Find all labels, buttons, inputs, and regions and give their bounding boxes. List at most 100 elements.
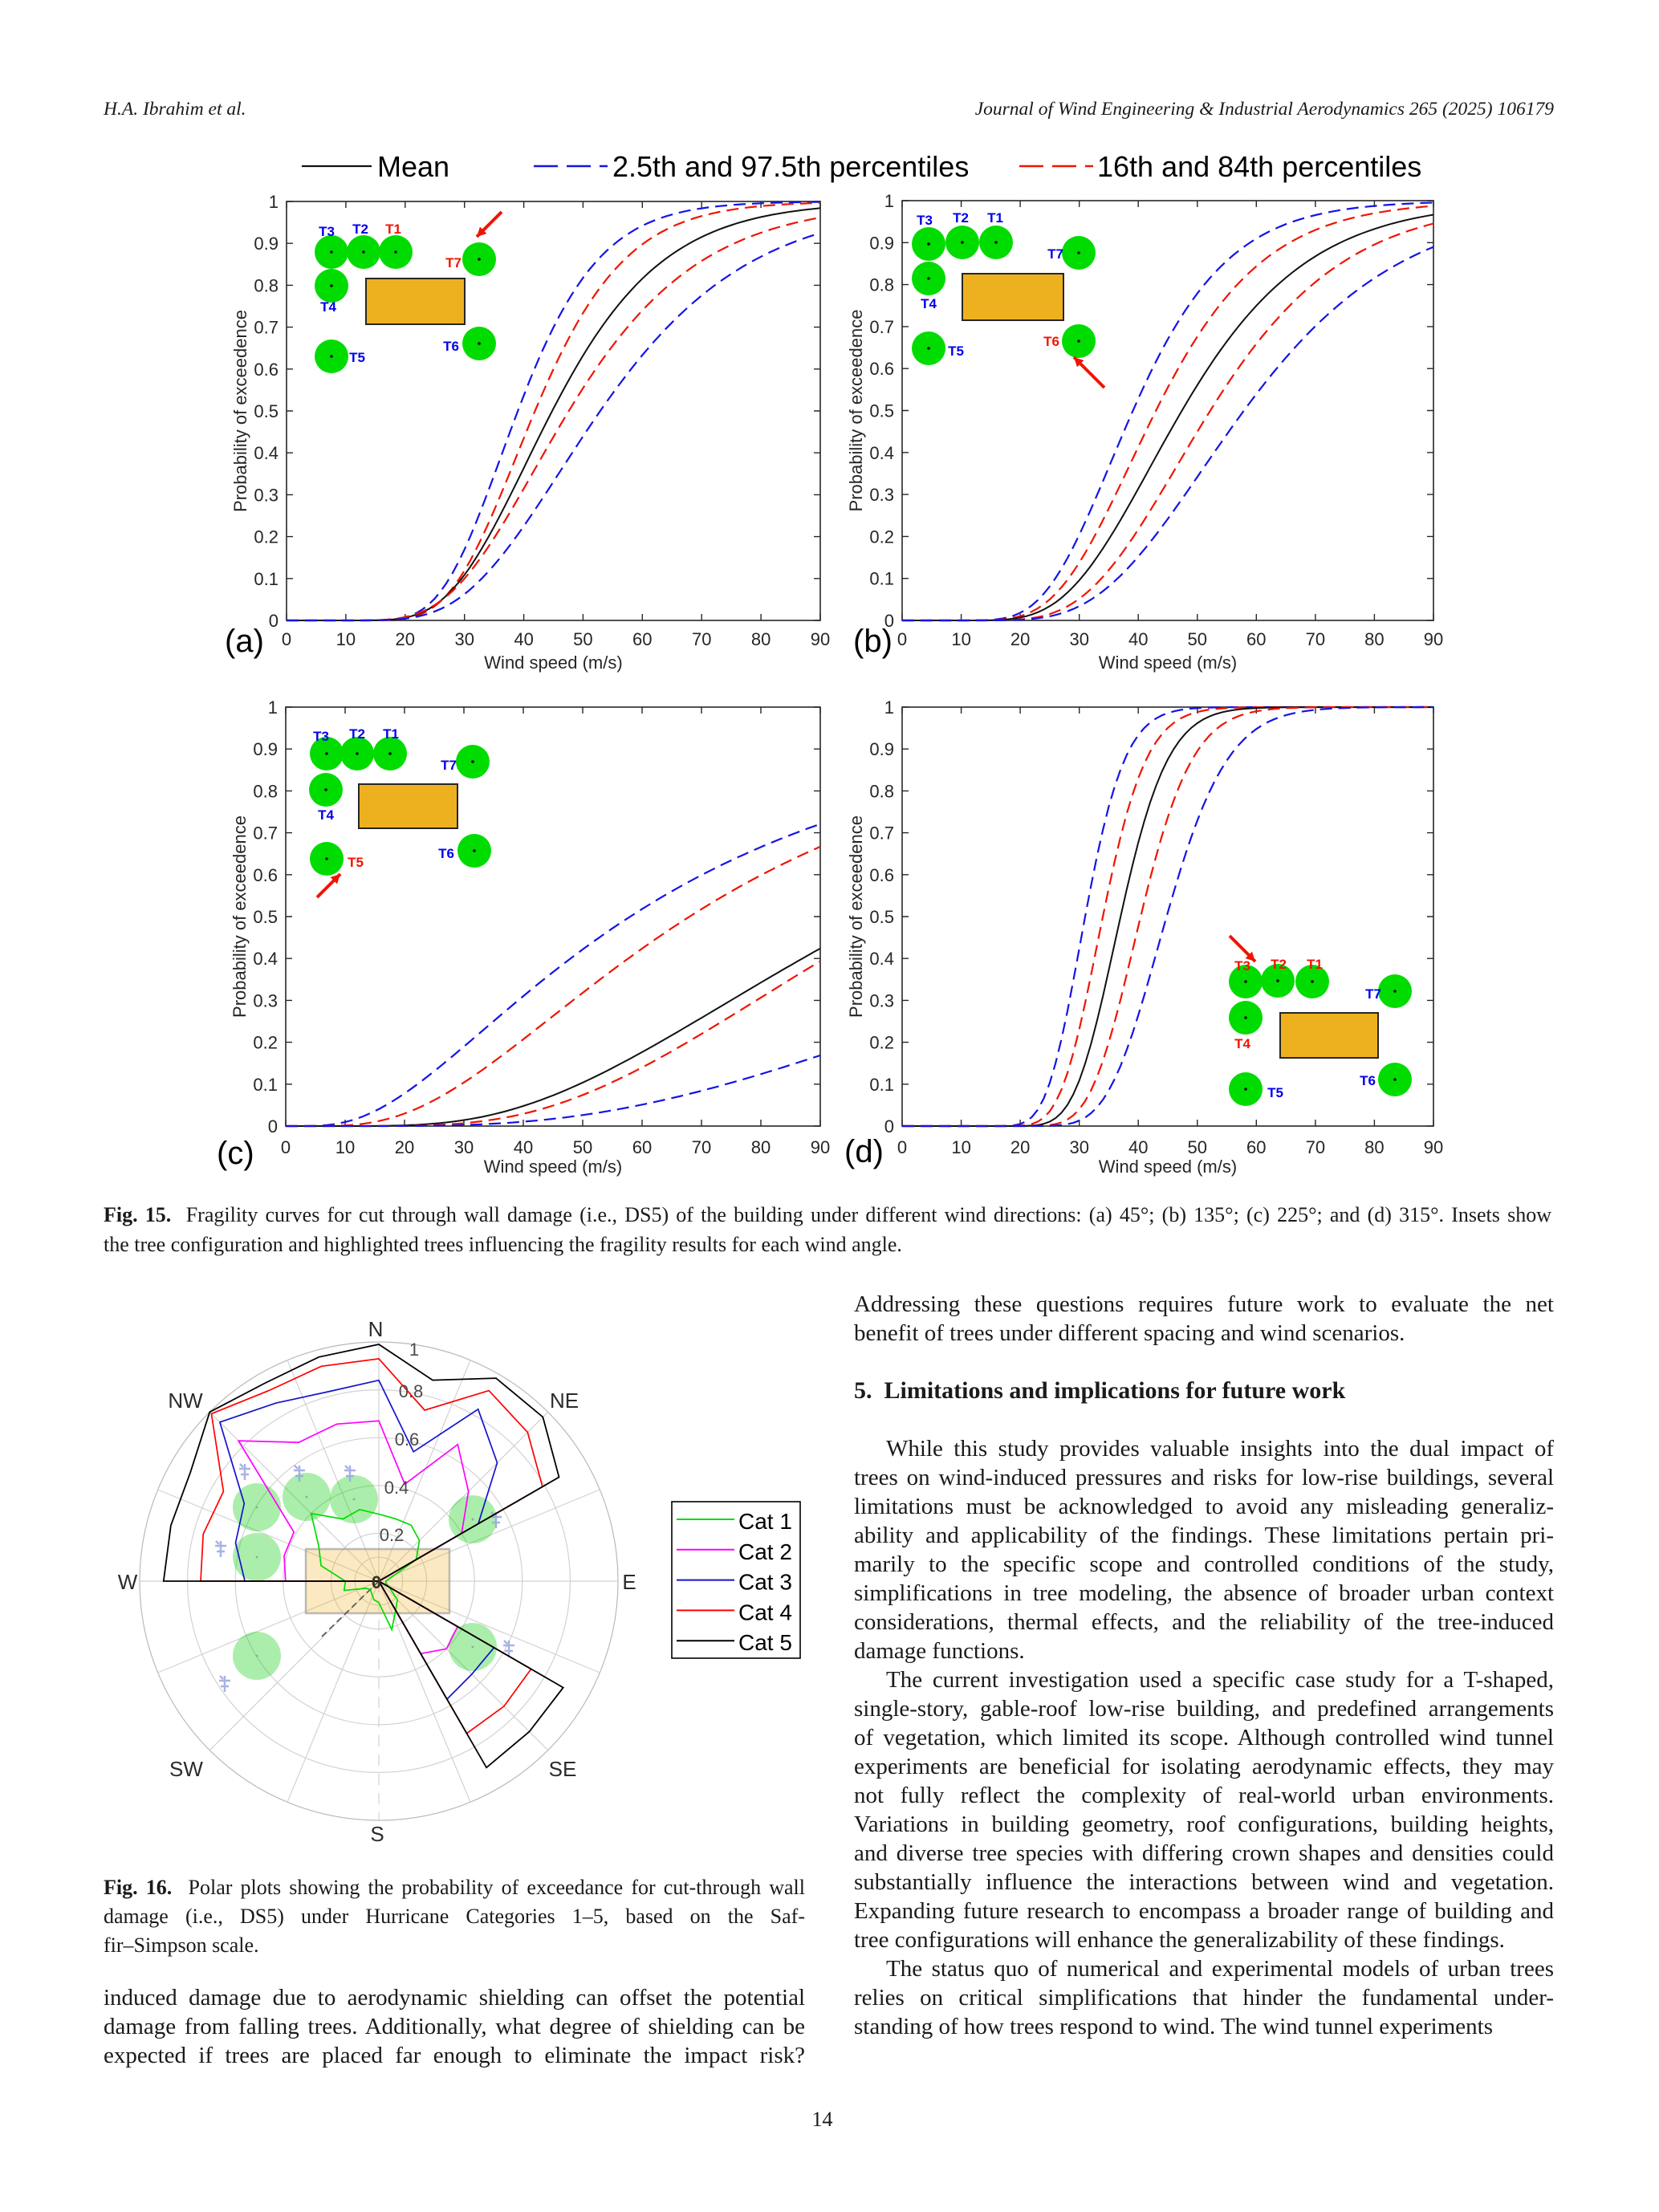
svg-text:Wind speed (m/s): Wind speed (m/s) (484, 1157, 622, 1177)
svg-text:0.8: 0.8 (869, 781, 894, 801)
svg-text:0.2: 0.2 (380, 1525, 405, 1545)
svg-text:0.1: 0.1 (869, 569, 894, 589)
svg-text:T7: T7 (1047, 246, 1063, 262)
svg-text:T4: T4 (1234, 1036, 1250, 1051)
svg-text:50: 50 (573, 1137, 592, 1157)
svg-text:0.7: 0.7 (253, 823, 278, 844)
svg-text:T3: T3 (917, 213, 933, 228)
svg-text:0: 0 (897, 629, 907, 649)
svg-text:Cat 2: Cat 2 (738, 1539, 792, 1564)
svg-text:N: N (368, 1317, 384, 1341)
svg-text:40: 40 (514, 1137, 533, 1157)
svg-text:T5: T5 (348, 855, 364, 870)
svg-text:0.6: 0.6 (253, 865, 278, 885)
svg-text:0.3: 0.3 (254, 485, 279, 505)
svg-text:60: 60 (632, 629, 652, 649)
svg-text:30: 30 (1069, 629, 1088, 649)
svg-text:Wind speed (m/s): Wind speed (m/s) (1099, 1157, 1237, 1177)
svg-text:W: W (118, 1570, 138, 1594)
svg-text:60: 60 (1246, 1137, 1266, 1157)
svg-text:20: 20 (395, 1137, 414, 1157)
svg-text:70: 70 (692, 629, 711, 649)
svg-text:1: 1 (884, 697, 894, 718)
svg-text:50: 50 (1188, 1137, 1207, 1157)
svg-text:30: 30 (454, 1137, 474, 1157)
svg-text:Mean: Mean (377, 150, 449, 183)
svg-text:SE: SE (549, 1757, 577, 1781)
svg-text:Wind speed (m/s): Wind speed (m/s) (484, 653, 622, 673)
svg-text:T2: T2 (1271, 957, 1287, 972)
svg-text:Cat 5: Cat 5 (738, 1630, 792, 1655)
svg-text:1: 1 (268, 697, 278, 718)
svg-text:80: 80 (751, 629, 771, 649)
svg-text:Cat 1: Cat 1 (738, 1509, 792, 1534)
svg-text:Probability of exceedence: Probability of exceedence (846, 310, 866, 512)
svg-text:T1: T1 (1307, 957, 1323, 972)
svg-text:0.8: 0.8 (399, 1381, 424, 1401)
svg-text:1: 1 (409, 1340, 419, 1360)
svg-text:0.7: 0.7 (869, 823, 894, 844)
svg-text:T3: T3 (313, 729, 329, 744)
svg-text:0.2: 0.2 (869, 1033, 894, 1053)
svg-text:90: 90 (811, 1137, 830, 1157)
svg-text:0.5: 0.5 (254, 401, 279, 421)
svg-text:10: 10 (951, 629, 970, 649)
svg-text:2.5th and 97.5th percentiles: 2.5th and 97.5th percentiles (612, 150, 969, 183)
svg-text:0: 0 (282, 629, 291, 649)
svg-text:0: 0 (268, 1116, 278, 1136)
svg-text:50: 50 (1188, 629, 1207, 649)
svg-text:T6: T6 (1360, 1073, 1376, 1088)
svg-text:0.6: 0.6 (869, 865, 894, 885)
svg-text:Cat 3: Cat 3 (738, 1570, 792, 1595)
svg-text:0.1: 0.1 (253, 1075, 278, 1095)
svg-text:T1: T1 (385, 222, 401, 237)
svg-text:T2: T2 (352, 222, 368, 237)
svg-text:80: 80 (1364, 629, 1384, 649)
svg-text:(a): (a) (225, 624, 264, 659)
svg-text:90: 90 (1424, 1137, 1443, 1157)
svg-text:0.9: 0.9 (869, 739, 894, 759)
svg-text:T6: T6 (1043, 334, 1059, 349)
svg-text:T7: T7 (441, 758, 457, 773)
svg-text:T7: T7 (445, 255, 462, 270)
svg-text:T6: T6 (443, 339, 459, 354)
svg-text:0.6: 0.6 (869, 359, 894, 379)
svg-text:T5: T5 (1267, 1085, 1283, 1100)
svg-text:80: 80 (751, 1137, 771, 1157)
svg-text:0: 0 (897, 1137, 907, 1157)
svg-text:Wind speed (m/s): Wind speed (m/s) (1099, 653, 1237, 673)
svg-text:T6: T6 (438, 846, 454, 861)
svg-text:0.4: 0.4 (869, 443, 894, 463)
svg-text:Probability of exceedence: Probability of exceedence (230, 310, 250, 512)
svg-text:0.1: 0.1 (869, 1075, 894, 1095)
svg-text:S: S (370, 1822, 384, 1846)
svg-text:70: 70 (1306, 1137, 1325, 1157)
svg-text:10: 10 (335, 1137, 355, 1157)
svg-text:0: 0 (281, 1137, 291, 1157)
svg-text:NW: NW (168, 1389, 203, 1413)
svg-text:1: 1 (269, 192, 279, 212)
svg-text:90: 90 (811, 629, 830, 649)
svg-text:0: 0 (372, 1572, 381, 1592)
svg-text:T2: T2 (953, 210, 969, 226)
svg-text:T4: T4 (318, 807, 334, 823)
svg-text:20: 20 (396, 629, 415, 649)
svg-text:0: 0 (884, 1116, 894, 1136)
svg-text:0.5: 0.5 (253, 907, 278, 927)
svg-text:60: 60 (632, 1137, 652, 1157)
svg-text:40: 40 (1128, 629, 1148, 649)
svg-text:40: 40 (514, 629, 533, 649)
svg-text:T5: T5 (349, 350, 365, 365)
svg-text:T2: T2 (349, 726, 365, 742)
svg-text:(c): (c) (217, 1136, 254, 1171)
svg-text:0.5: 0.5 (869, 907, 894, 927)
svg-text:1: 1 (884, 191, 894, 211)
svg-text:80: 80 (1364, 1137, 1384, 1157)
svg-text:20: 20 (1010, 1137, 1030, 1157)
svg-text:T1: T1 (987, 210, 1003, 226)
svg-text:0.1: 0.1 (254, 569, 279, 589)
svg-text:T1: T1 (383, 726, 399, 742)
svg-text:(b): (b) (853, 624, 893, 659)
svg-text:0.4: 0.4 (869, 949, 894, 969)
svg-text:T7: T7 (1365, 986, 1381, 1002)
